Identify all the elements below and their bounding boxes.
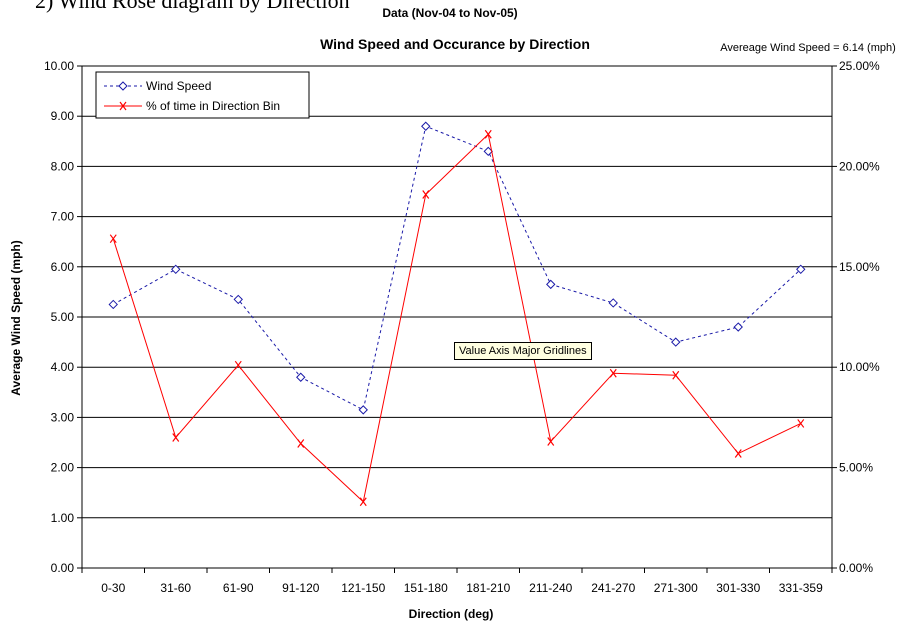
- legend: Wind Speed % of time in Direction Bin: [95, 71, 310, 119]
- x-marker-stroke: [797, 419, 805, 428]
- x-marker-stroke: [119, 101, 127, 111]
- data-point: [233, 294, 243, 305]
- x-marker-stroke: [422, 190, 430, 199]
- data-point: [608, 298, 618, 308]
- data-point: [118, 81, 128, 91]
- x-tick-label: 61-90: [223, 581, 254, 595]
- x-tick-label: 331-359: [779, 581, 823, 595]
- y-axis-label: Average Wind Speed (mph): [9, 240, 23, 395]
- cutoff-heading: 2) Wind Rose diagram by Direction: [35, 0, 350, 13]
- y-tick-label: 1.00: [51, 511, 75, 525]
- x-tick-label: 31-60: [160, 581, 191, 595]
- x-tick-label: 181-210: [466, 581, 510, 595]
- x-marker-stroke: [172, 433, 180, 442]
- data-point: [671, 337, 681, 347]
- x-marker-stroke: [359, 497, 367, 507]
- y2-tick-label: 20.00%: [839, 159, 880, 173]
- x-tick-label: 241-270: [591, 581, 635, 595]
- data-point: [672, 370, 680, 380]
- data-point: [296, 372, 306, 382]
- x-tick-label: 151-180: [404, 581, 448, 595]
- x-marker-stroke: [109, 234, 117, 244]
- x-tick-label: 211-240: [529, 581, 572, 595]
- data-point: [483, 146, 493, 157]
- legend-label: Wind Speed: [146, 79, 211, 93]
- data-point: [733, 322, 743, 332]
- legend-label: % of time in Direction Bin: [146, 99, 280, 113]
- data-point: [609, 368, 617, 378]
- x-tick-label: 301-330: [716, 581, 760, 595]
- x-axis-label: Direction (deg): [409, 607, 494, 621]
- data-point: [172, 433, 180, 442]
- x-tick-label: 271-300: [654, 581, 698, 595]
- x-marker-stroke: [672, 370, 680, 380]
- y2-tick-label: 25.00%: [839, 59, 880, 73]
- gridline-tooltip: Value Axis Major Gridlines: [454, 342, 592, 360]
- data-point: [484, 129, 492, 139]
- data-point: [797, 419, 805, 428]
- x-tick-label: 121-150: [341, 581, 385, 595]
- y-tick-label: 6.00: [51, 260, 75, 274]
- data-point: [546, 279, 556, 290]
- y2-tick-label: 15.00%: [839, 260, 880, 274]
- y-tick-label: 4.00: [51, 360, 75, 374]
- chart-period: Data (Nov-04 to Nov-05): [382, 6, 517, 20]
- x-tick-label: 0-30: [101, 581, 125, 595]
- x-marker-stroke: [609, 368, 617, 378]
- y2-tick-label: 5.00%: [839, 461, 873, 475]
- x-marker-stroke: [547, 437, 555, 446]
- data-point: [358, 405, 368, 415]
- y-tick-label: 0.00: [51, 561, 75, 575]
- y2-tick-label: 10.00%: [839, 360, 880, 374]
- data-point: [359, 497, 367, 507]
- data-point: [171, 264, 181, 275]
- x-marker-stroke: [234, 360, 242, 370]
- y-tick-label: 2.00: [51, 461, 75, 475]
- data-point: [119, 101, 127, 111]
- data-point: [234, 360, 242, 370]
- data-point: [734, 449, 742, 458]
- y-tick-label: 9.00: [51, 109, 75, 123]
- data-point: [796, 264, 806, 275]
- y-tick-label: 7.00: [51, 210, 75, 224]
- data-point: [422, 190, 430, 199]
- y-tick-label: 3.00: [51, 410, 75, 424]
- data-point: [297, 439, 305, 448]
- x-marker-stroke: [734, 449, 742, 458]
- x-marker-stroke: [297, 439, 305, 448]
- data-point: [421, 121, 431, 131]
- y-tick-label: 8.00: [51, 159, 75, 173]
- x-marker-stroke: [484, 129, 492, 139]
- data-point: [547, 437, 555, 446]
- y2-tick-label: 0.00%: [839, 561, 873, 575]
- y-tick-label: 10.00: [44, 59, 74, 73]
- y-tick-label: 5.00: [51, 310, 75, 324]
- data-point: [109, 234, 117, 244]
- data-point: [108, 299, 118, 310]
- avg-speed-annotation: Avereage Wind Speed = 6.14 (mph): [720, 42, 896, 54]
- series-line-1: [112, 133, 801, 503]
- x-tick-label: 91-120: [282, 581, 320, 595]
- chart-title: Wind Speed and Occurance by Direction: [320, 36, 590, 52]
